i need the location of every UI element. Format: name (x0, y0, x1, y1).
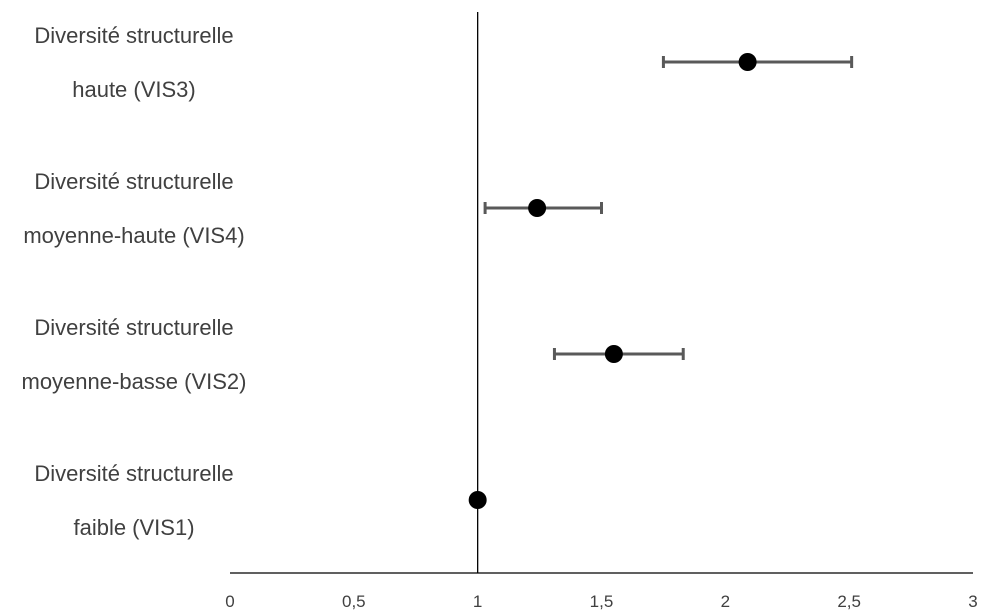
data-point (468, 491, 487, 509)
category-label-line2: faible (VIS1) (73, 515, 194, 540)
category-label-line1: Diversité structurelle (34, 461, 233, 486)
category-labels: Diversité structurelle haute (VIS3) Divers… (22, 23, 247, 540)
errorbar (661, 56, 854, 68)
point-layer (468, 53, 757, 509)
x-tick-label: 1,5 (590, 592, 614, 611)
x-tick-labels: 0 0,5 1 1,5 2 2,5 3 (225, 592, 977, 611)
x-tick-label: 0 (225, 592, 234, 611)
category-label-line2: haute (VIS3) (72, 77, 196, 102)
x-tick-label: 2,5 (837, 592, 861, 611)
category-label-line1: Diversité structurelle (34, 23, 233, 48)
data-point (604, 345, 623, 363)
x-tick-label: 3 (968, 592, 977, 611)
category-label-line2: moyenne-basse (VIS2) (22, 369, 247, 394)
data-point (528, 199, 547, 217)
x-tick-label: 2 (721, 592, 730, 611)
x-tick-label: 0,5 (342, 592, 366, 611)
category-label-line1: Diversité structurelle (34, 169, 233, 194)
x-tick-label: 1 (473, 592, 482, 611)
category-label-line2: moyenne-haute (VIS4) (23, 223, 244, 248)
category-label-line1: Diversité structurelle (34, 315, 233, 340)
data-point (738, 53, 757, 71)
